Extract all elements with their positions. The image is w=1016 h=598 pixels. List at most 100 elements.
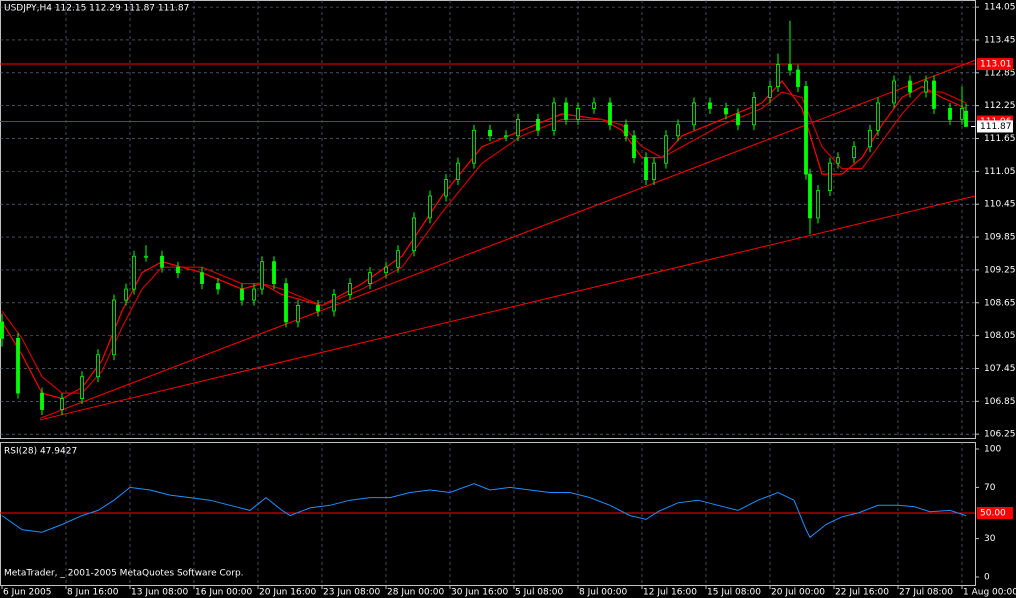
x-tick-label: 16 Jun 00:00: [195, 588, 252, 598]
x-tick-label: 12 Jul 16:00: [643, 588, 697, 598]
candle-body: [240, 288, 244, 301]
candle-body: [552, 102, 556, 131]
candle-body: [488, 129, 492, 137]
x-tick-label: 1 Aug 00:00: [963, 588, 1016, 598]
candle-body: [960, 108, 964, 120]
candle-body: [724, 108, 728, 115]
candle-body: [132, 255, 136, 290]
candle-body: [252, 288, 256, 301]
x-tick-label: 6 Jun 2005: [3, 588, 51, 598]
candle-body: [316, 305, 320, 312]
x-tick-label: 13 Jun 08:00: [131, 588, 188, 598]
candle-body: [708, 102, 712, 109]
candle-body: [384, 266, 388, 274]
y-tick-label: 107.45: [984, 364, 1016, 374]
y-tick-label: 106.85: [984, 397, 1016, 407]
price-panel-frame: [0, 0, 976, 439]
candle-body: [608, 102, 612, 126]
candle-body: [112, 299, 116, 356]
x-tick-label: 22 Jul 16:00: [835, 588, 889, 598]
last-price-label: 111.87: [980, 122, 1012, 132]
copyright: MetaTrader, _ 2001-2005 MetaQuotes Softw…: [4, 569, 244, 579]
y-tick-label: 70: [984, 483, 996, 493]
candle-body: [564, 102, 568, 120]
candle-body: [948, 108, 952, 120]
level-label-box: [977, 58, 1013, 71]
candle-body: [836, 157, 840, 164]
candle-body: [664, 135, 668, 164]
candle-body: [516, 118, 520, 137]
rsi-header: RSI(28) 47.9427: [4, 447, 77, 457]
candle-body: [412, 217, 416, 252]
trend-line: [39, 195, 976, 421]
level-label: 113.01: [980, 60, 1012, 70]
candle-body: [348, 283, 352, 295]
candle-body: [60, 398, 64, 410]
candle-body: [808, 173, 812, 219]
candle-body: [284, 283, 288, 323]
y-tick-label: 112.25: [984, 101, 1016, 111]
candle-body: [736, 113, 740, 126]
y-tick-label: 30: [984, 534, 996, 544]
rsi-plot: [0, 483, 975, 539]
moving-average: [1, 91, 967, 394]
candle-body: [804, 86, 808, 175]
y-tick-label: 113.45: [984, 35, 1016, 45]
candle-body: [80, 376, 84, 399]
candle-body: [456, 162, 460, 180]
candle-body: [692, 102, 696, 126]
last-price-box: [977, 120, 1013, 133]
y-tick-label: 111.65: [984, 134, 1016, 144]
candle-body: [868, 129, 872, 148]
candle-body: [752, 97, 756, 126]
x-tick-label: 8 Jun 16:00: [67, 588, 119, 598]
y-tick-label: 112.85: [984, 68, 1016, 78]
y-tick-label: 0: [984, 573, 990, 583]
candle-body: [816, 190, 820, 219]
candle-body: [644, 157, 648, 180]
candle-body: [428, 195, 432, 219]
x-tick-label: 20 Jun 16:00: [259, 588, 316, 598]
candle-body: [892, 80, 896, 104]
candle-body: [176, 266, 180, 274]
y-tick-label: 100: [984, 445, 1001, 455]
candle-body: [260, 261, 264, 290]
candle-body: [932, 80, 936, 109]
candle-body: [472, 129, 476, 164]
candle-body: [124, 288, 128, 301]
x-tick-label: 28 Jun 00:00: [387, 588, 444, 598]
candle-body: [96, 354, 100, 378]
moving-average: [1, 80, 967, 400]
candle-body: [368, 272, 372, 285]
candle-body: [632, 135, 636, 159]
candle-body: [592, 102, 596, 109]
candle-body: [144, 255, 148, 258]
x-tick-label: 27 Jul 08:00: [899, 588, 953, 598]
y-tick-label: 111.05: [984, 167, 1016, 177]
y-tick-label: 109.25: [984, 265, 1016, 275]
candle-body: [576, 108, 580, 120]
candle-body: [964, 110, 968, 127]
candle-body: [40, 392, 44, 410]
y-tick-label: 109.85: [984, 233, 1016, 243]
candle-body: [908, 80, 912, 93]
candle-body: [216, 283, 220, 290]
x-tick-label: 23 Jun 08:00: [323, 588, 380, 598]
candle-body: [876, 102, 880, 131]
candle-body: [272, 261, 276, 285]
candle-body: [788, 64, 792, 71]
candle-body: [776, 64, 780, 87]
candle-body: [536, 118, 540, 131]
x-tick-label: 8 Jul 00:00: [579, 588, 628, 598]
candle-body: [624, 124, 628, 137]
rsi-line: [1, 483, 967, 539]
y-tick-label: 106.25: [984, 430, 1016, 440]
y-tick-label: 110.45: [984, 200, 1016, 210]
x-tick-label: 20 Jul 00:00: [771, 588, 825, 598]
y-tick-label: 108.65: [984, 298, 1016, 308]
candle-body: [160, 255, 164, 268]
candle-body: [768, 86, 772, 98]
y-tick-label: 114.05: [984, 3, 1016, 13]
